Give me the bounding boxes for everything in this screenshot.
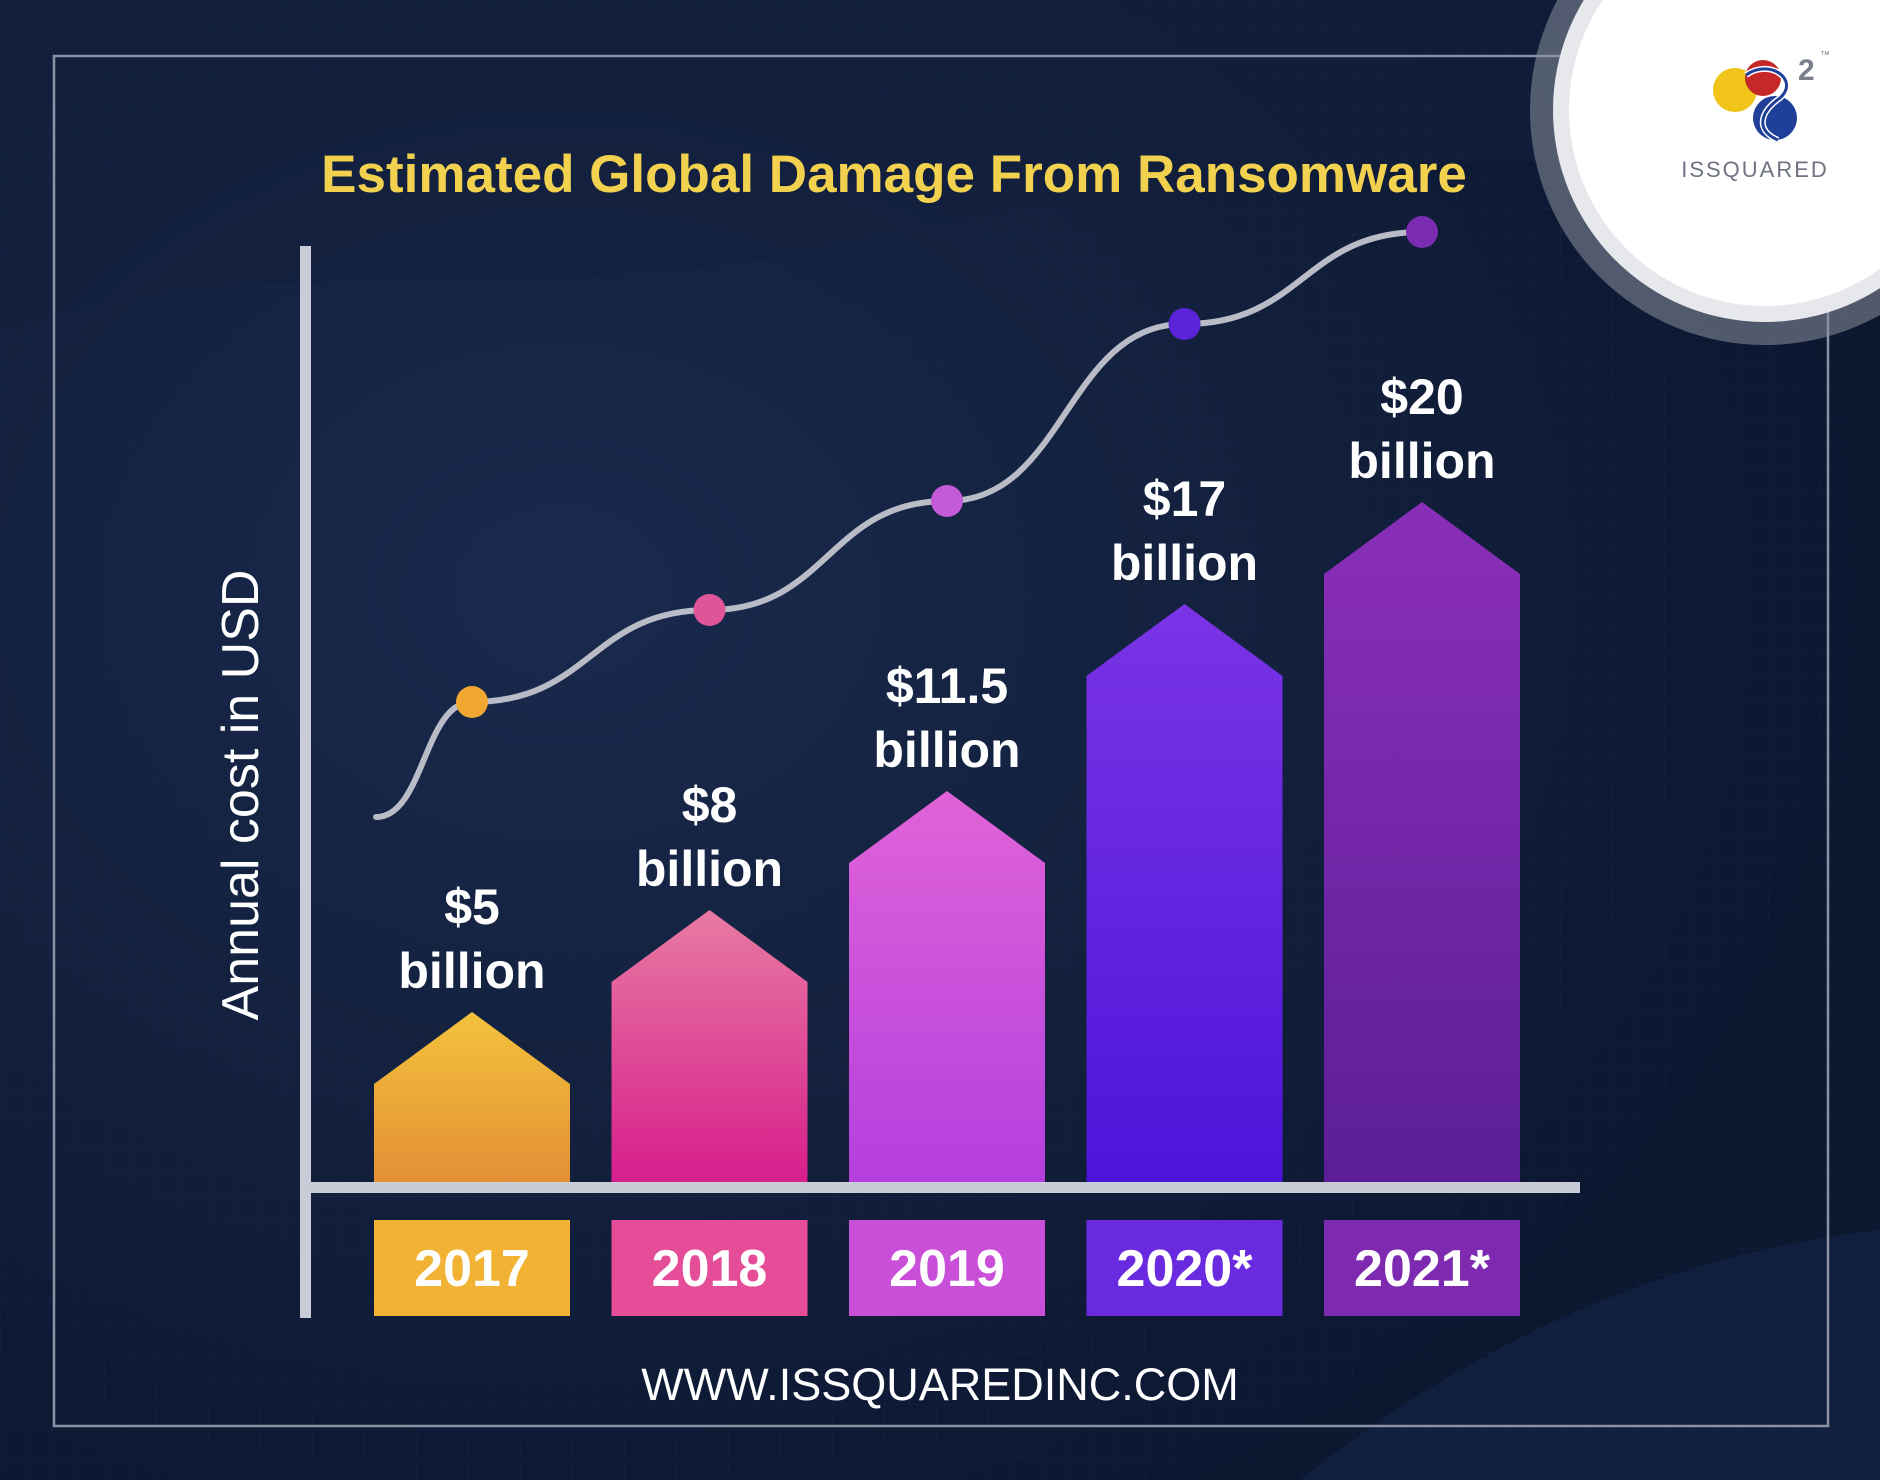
category-label-0: 2017 (414, 1240, 530, 1298)
bar-2 (849, 791, 1045, 1182)
x-axis-line (300, 1182, 1580, 1193)
chart-title: Estimated Global Damage From Ransomware (321, 145, 1467, 204)
logo: 2 ™ ISSQUARED (1530, 0, 1880, 345)
category-tag-2 (849, 1220, 1045, 1316)
trend-point-4 (1406, 216, 1438, 248)
value-unit-2: billion (873, 722, 1020, 778)
value-label-1: $8 (682, 777, 738, 833)
y-axis-line (300, 246, 311, 1318)
trend-point-2 (931, 485, 963, 517)
axes (300, 246, 1580, 1318)
category-tag-1 (611, 1220, 808, 1316)
bar-0 (374, 1012, 570, 1182)
logo-trademark: ™ (1820, 50, 1830, 61)
category-label-1: 2018 (652, 1240, 768, 1298)
value-unit-3: billion (1111, 535, 1258, 591)
category-label-2: 2019 (889, 1240, 1005, 1298)
category-tag-4 (1324, 1220, 1520, 1316)
bar-4 (1324, 502, 1520, 1182)
value-unit-4: billion (1348, 433, 1495, 489)
category-tag-3 (1086, 1220, 1283, 1316)
trend-point-0 (456, 686, 488, 718)
value-label-2: $11.5 (886, 658, 1008, 714)
category-label-3: 2020* (1117, 1240, 1254, 1298)
trend-line (373, 216, 1438, 820)
bar-1 (611, 910, 808, 1182)
bars: 2017 $5 billion 2018 $8 billion 2019 $11.5 billi… (374, 369, 1520, 1316)
gear-icon (1713, 60, 1797, 143)
trend-point-1 (693, 594, 726, 626)
category-tag-0 (374, 1220, 570, 1316)
logo-superscript: 2 (1798, 54, 1815, 87)
bar-3 (1086, 604, 1283, 1182)
category-label-4: 2021* (1354, 1240, 1491, 1298)
y-axis-label: Annual cost in USD (212, 570, 270, 1021)
logo-wordmark: ISSQUARED (1681, 157, 1829, 182)
value-label-3: $17 (1143, 471, 1226, 527)
trend-point-3 (1168, 308, 1201, 340)
footer-url[interactable]: WWW.ISSQUAREDINC.COM (641, 1359, 1238, 1410)
value-unit-1: billion (636, 841, 783, 897)
frame (52, 54, 1830, 1428)
value-label-4: $20 (1380, 369, 1463, 425)
value-label-0: $5 (444, 879, 500, 935)
value-unit-0: billion (398, 943, 545, 999)
